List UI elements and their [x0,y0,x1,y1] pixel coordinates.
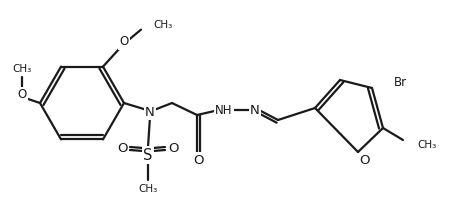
Text: O: O [120,35,129,48]
Text: O: O [193,154,203,166]
Text: CH₃: CH₃ [13,64,32,74]
Text: O: O [117,142,127,154]
Text: CH₃: CH₃ [417,140,436,150]
Text: N: N [250,104,260,116]
Text: NH: NH [215,104,233,116]
Text: O: O [17,88,27,102]
Text: S: S [143,148,153,162]
Text: O: O [168,142,178,154]
Text: O: O [359,154,369,168]
Text: Br: Br [394,76,407,90]
Text: CH₃: CH₃ [139,184,158,194]
Text: N: N [145,106,155,118]
Text: CH₃: CH₃ [153,20,172,30]
